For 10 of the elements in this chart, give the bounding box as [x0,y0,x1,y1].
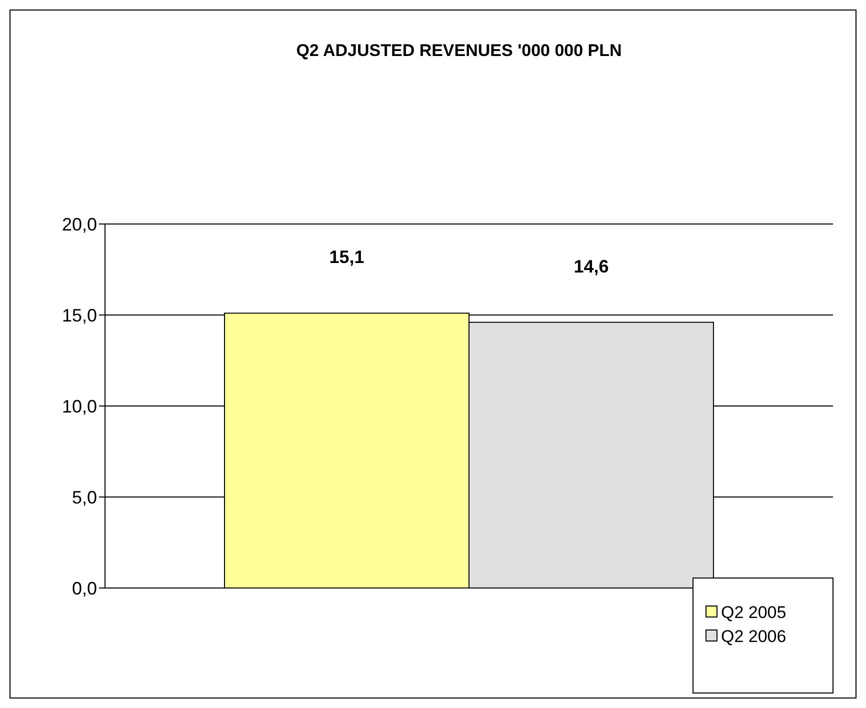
y-tick-label: 0,0 [72,578,97,598]
y-tick-label: 10,0 [62,396,97,416]
data-label: 15,1 [329,247,364,268]
y-tick-label: 5,0 [72,487,97,508]
legend-label: Q2 2005 [721,602,786,622]
legend-label: Q2 2006 [721,626,786,646]
data-label: 14,6 [574,256,609,276]
y-tick-label: 15,0 [62,305,97,326]
chart-title: Q2 ADJUSTED REVENUES '000 000 PLN [296,41,622,60]
y-tick-label: 20,0 [62,214,97,234]
